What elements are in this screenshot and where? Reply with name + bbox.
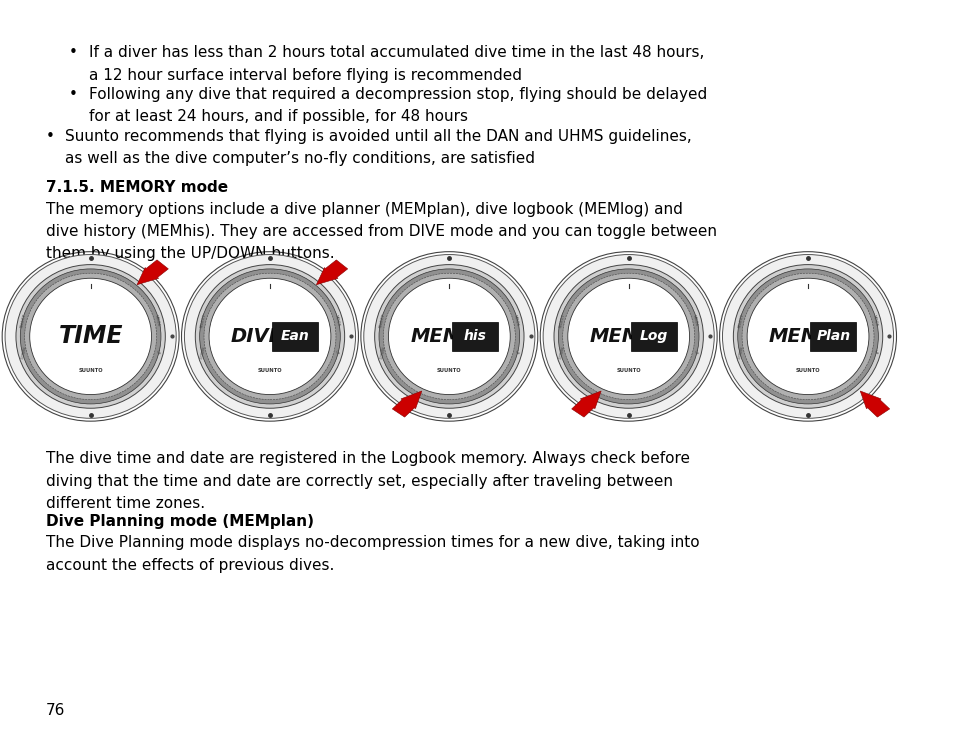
Ellipse shape bbox=[388, 278, 510, 395]
Ellipse shape bbox=[25, 273, 156, 400]
Ellipse shape bbox=[378, 269, 519, 404]
Text: 76: 76 bbox=[46, 703, 65, 718]
FancyBboxPatch shape bbox=[273, 322, 318, 351]
Text: DOWN: DOWN bbox=[200, 345, 207, 359]
Text: MEM: MEM bbox=[589, 327, 641, 346]
Text: UP: UP bbox=[692, 349, 698, 355]
Text: Plan: Plan bbox=[816, 330, 849, 343]
Text: SELECT: SELECT bbox=[20, 313, 28, 328]
FancyBboxPatch shape bbox=[810, 322, 856, 351]
Polygon shape bbox=[571, 391, 600, 417]
Text: SUUNTO: SUUNTO bbox=[78, 368, 103, 373]
Text: Ean: Ean bbox=[281, 330, 310, 343]
Text: SUUNTO: SUUNTO bbox=[616, 368, 640, 373]
Ellipse shape bbox=[567, 278, 689, 395]
Text: a 12 hour surface interval before flying is recommended: a 12 hour surface interval before flying… bbox=[89, 68, 521, 82]
Ellipse shape bbox=[363, 255, 535, 418]
Text: UP: UP bbox=[513, 349, 518, 355]
Text: SELECT: SELECT bbox=[737, 313, 744, 328]
Ellipse shape bbox=[16, 265, 165, 408]
Text: •: • bbox=[69, 45, 77, 60]
Polygon shape bbox=[860, 391, 889, 417]
Text: SELECT: SELECT bbox=[558, 313, 565, 328]
Text: If a diver has less than 2 hours total accumulated dive time in the last 48 hour: If a diver has less than 2 hours total a… bbox=[89, 45, 703, 60]
Text: as well as the dive computer’s no-fly conditions, are satisfied: as well as the dive computer’s no-fly co… bbox=[65, 151, 535, 166]
Text: different time zones.: different time zones. bbox=[46, 496, 205, 511]
Text: UP: UP bbox=[334, 349, 339, 355]
Ellipse shape bbox=[542, 255, 714, 418]
Text: MODE: MODE bbox=[153, 314, 160, 327]
Text: SELECT: SELECT bbox=[199, 313, 207, 328]
Text: UP: UP bbox=[871, 349, 877, 355]
Text: MODE: MODE bbox=[870, 314, 877, 327]
Text: DIVE: DIVE bbox=[231, 327, 283, 346]
Text: Dive Planning mode (MEMplan): Dive Planning mode (MEMplan) bbox=[46, 514, 314, 529]
Ellipse shape bbox=[209, 278, 331, 395]
Polygon shape bbox=[392, 391, 421, 417]
Ellipse shape bbox=[737, 269, 878, 404]
FancyBboxPatch shape bbox=[631, 322, 677, 351]
Text: MEM: MEM bbox=[768, 327, 821, 346]
Polygon shape bbox=[316, 260, 347, 285]
Text: DOWN: DOWN bbox=[379, 345, 386, 359]
Text: The dive time and date are registered in the Logbook memory. Always check before: The dive time and date are registered in… bbox=[46, 451, 689, 466]
Text: dive history (MEMhis). They are accessed from DIVE mode and you can toggle betwe: dive history (MEMhis). They are accessed… bbox=[46, 224, 716, 239]
Text: DOWN: DOWN bbox=[558, 345, 565, 359]
Text: his: his bbox=[463, 330, 486, 343]
Text: account the effects of previous dives.: account the effects of previous dives. bbox=[46, 558, 334, 572]
Text: TIME: TIME bbox=[58, 324, 123, 349]
Text: Following any dive that required a decompression stop, flying should be delayed: Following any dive that required a decom… bbox=[89, 87, 706, 102]
Text: DOWN: DOWN bbox=[738, 345, 744, 359]
Ellipse shape bbox=[562, 273, 694, 400]
Ellipse shape bbox=[30, 278, 152, 395]
Ellipse shape bbox=[383, 273, 515, 400]
Text: MODE: MODE bbox=[512, 314, 518, 327]
Ellipse shape bbox=[375, 265, 523, 408]
Text: MODE: MODE bbox=[333, 314, 339, 327]
Ellipse shape bbox=[195, 265, 344, 408]
Ellipse shape bbox=[204, 273, 335, 400]
Text: DOWN: DOWN bbox=[21, 345, 28, 359]
Ellipse shape bbox=[741, 273, 873, 400]
Text: •: • bbox=[69, 87, 77, 102]
Ellipse shape bbox=[554, 265, 702, 408]
Text: Suunto recommends that flying is avoided until all the DAN and UHMS guidelines,: Suunto recommends that flying is avoided… bbox=[65, 129, 691, 144]
Text: UP: UP bbox=[154, 349, 160, 355]
Text: diving that the time and date are correctly set, especially after traveling betw: diving that the time and date are correc… bbox=[46, 473, 672, 488]
Text: The memory options include a dive planner (MEMplan), dive logbook (MEMlog) and: The memory options include a dive planne… bbox=[46, 202, 682, 217]
FancyBboxPatch shape bbox=[452, 322, 497, 351]
Ellipse shape bbox=[5, 255, 176, 418]
Text: SELECT: SELECT bbox=[378, 313, 386, 328]
Ellipse shape bbox=[733, 265, 882, 408]
Polygon shape bbox=[137, 260, 168, 285]
Text: SUUNTO: SUUNTO bbox=[436, 368, 461, 373]
Text: for at least 24 hours, and if possible, for 48 hours: for at least 24 hours, and if possible, … bbox=[89, 109, 467, 124]
Text: MODE: MODE bbox=[691, 314, 698, 327]
Text: Log: Log bbox=[639, 330, 667, 343]
Text: •: • bbox=[46, 129, 54, 144]
Ellipse shape bbox=[558, 269, 699, 404]
Text: The Dive Planning mode displays no-decompression times for a new dive, taking in: The Dive Planning mode displays no-decom… bbox=[46, 535, 699, 550]
Text: MEM: MEM bbox=[410, 327, 462, 346]
Text: 7.1.5. MEMORY mode: 7.1.5. MEMORY mode bbox=[46, 180, 228, 195]
Text: SUUNTO: SUUNTO bbox=[795, 368, 820, 373]
Text: SUUNTO: SUUNTO bbox=[257, 368, 282, 373]
Ellipse shape bbox=[746, 278, 868, 395]
Ellipse shape bbox=[721, 255, 893, 418]
Ellipse shape bbox=[184, 255, 355, 418]
Text: them by using the UP/DOWN buttons.: them by using the UP/DOWN buttons. bbox=[46, 246, 335, 262]
Ellipse shape bbox=[20, 269, 161, 404]
Ellipse shape bbox=[199, 269, 340, 404]
